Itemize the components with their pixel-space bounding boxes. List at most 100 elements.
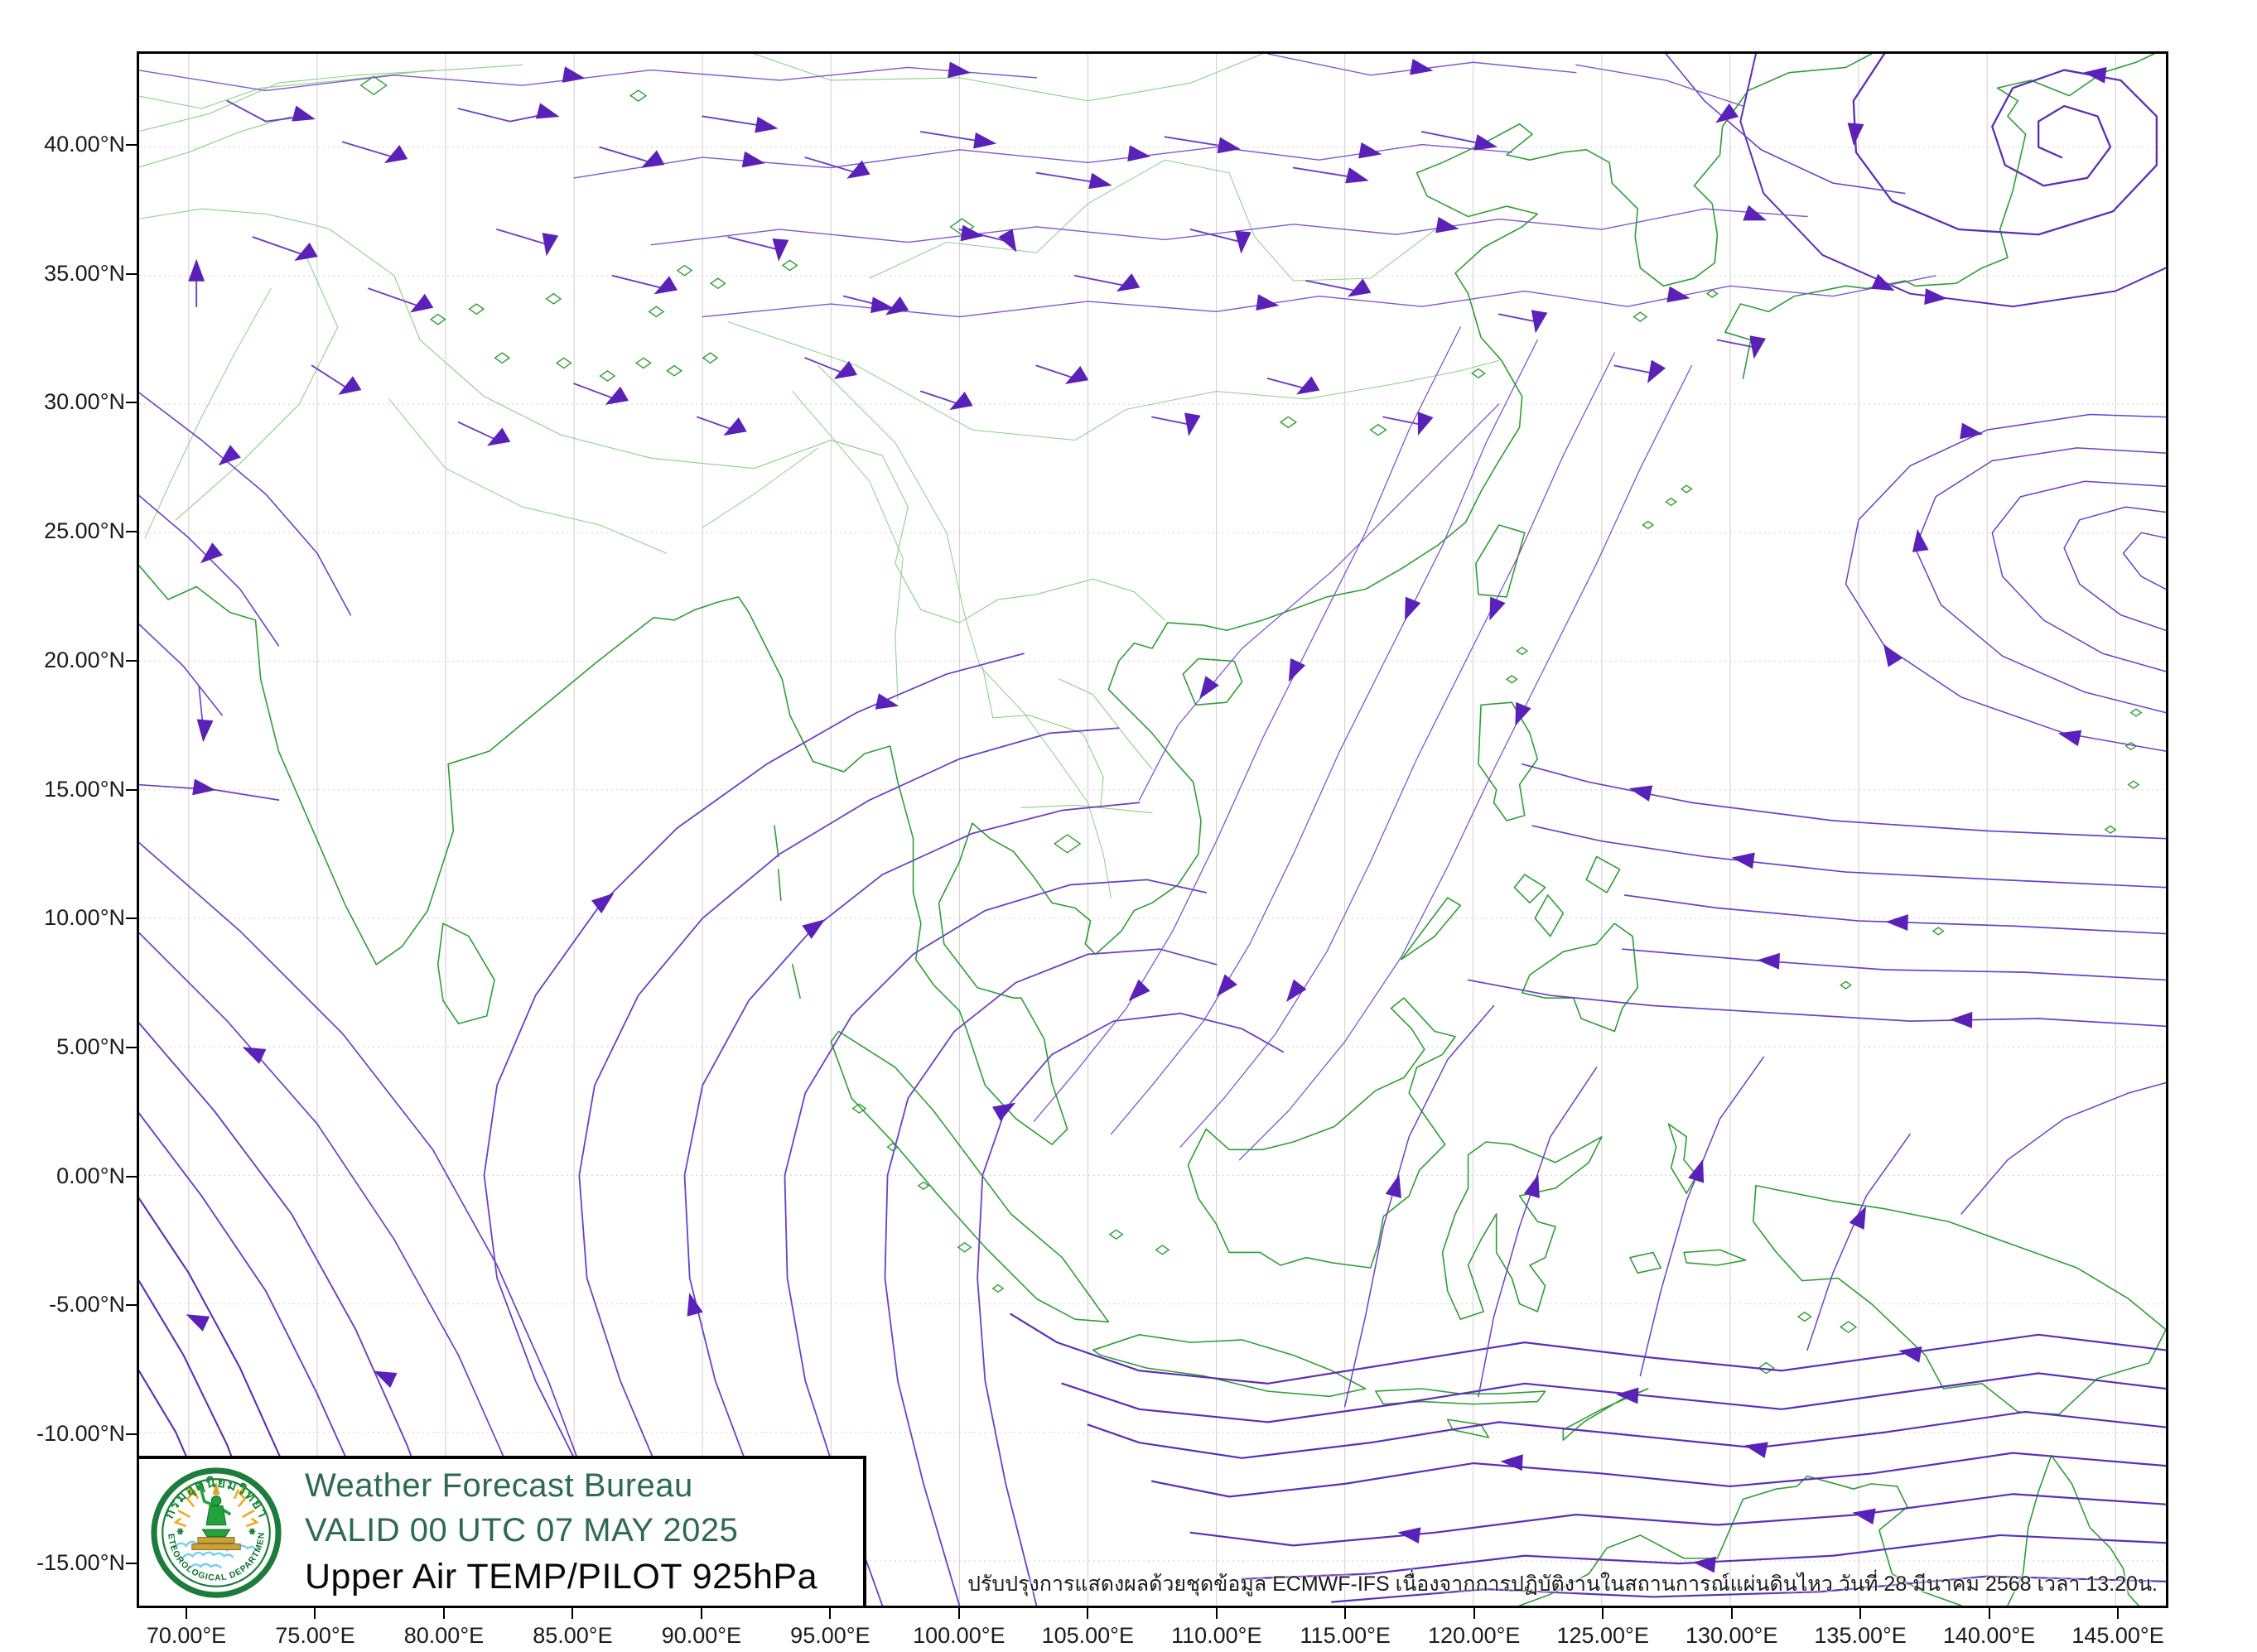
streamline (1332, 1577, 2166, 1602)
lat-tick-mark (126, 272, 137, 275)
river-line (728, 322, 1499, 441)
streamline (1191, 229, 1242, 243)
wind-arrow-icon (1217, 137, 1241, 154)
coastline (1725, 54, 2154, 378)
streamline (459, 422, 498, 441)
wind-arrow-icon (1397, 1527, 1421, 1544)
wind-arrow-icon (1749, 335, 1766, 359)
island-outline (1586, 856, 1619, 892)
lat-tick-mark (126, 1175, 137, 1178)
wind-arrow-icon (242, 1047, 267, 1064)
streamline (1111, 340, 1537, 1134)
wind-arrow-icon (605, 386, 629, 405)
small-island (667, 366, 681, 376)
streamline (497, 229, 548, 245)
lat-tick-label: 35.00°N (44, 260, 125, 286)
small-island (1840, 981, 1850, 989)
streamline (1478, 1067, 1597, 1396)
wind-arrow-icon (1628, 785, 1653, 802)
country-border (139, 65, 523, 132)
lon-tick-mark (571, 1608, 574, 1619)
wind-arrow-icon (1693, 1556, 1716, 1573)
valid-time: VALID 00 UTC 07 MAY 2025 (305, 1512, 739, 1548)
wind-arrow-icon (188, 258, 205, 282)
small-island (1666, 498, 1676, 506)
streamline (685, 802, 1140, 1606)
streamline (1522, 764, 2166, 839)
wind-arrow-icon (1898, 1346, 1922, 1363)
wind-arrow-icon (1116, 273, 1141, 292)
island-outline (1376, 1389, 1546, 1404)
country-border (1059, 679, 1152, 769)
lon-tick-mark (700, 1608, 702, 1619)
lat-tick-label: 10.00°N (44, 905, 125, 931)
wind-arrow-icon (1199, 676, 1219, 700)
lon-tick-label: 75.00°E (275, 1623, 355, 1648)
small-island (636, 358, 650, 368)
lat-tick-mark (126, 1433, 137, 1436)
wind-arrow-icon (1489, 596, 1506, 621)
island-outline (1443, 1137, 1602, 1319)
small-island (630, 90, 646, 101)
logo-rays (173, 1484, 259, 1527)
streamline (227, 101, 304, 122)
wind-arrow-icon (1288, 657, 1306, 682)
country-border (139, 209, 330, 229)
small-island (951, 219, 974, 235)
small-island (495, 353, 509, 363)
streamline (1992, 481, 2166, 672)
lon-tick-label: 85.00°E (533, 1623, 613, 1648)
island-outline (1448, 1419, 1489, 1438)
streamline (697, 417, 733, 431)
wind-arrow-icon (1473, 134, 1497, 151)
streamline (1036, 173, 1101, 183)
wind-arrow-icon (200, 542, 224, 564)
small-island (958, 1243, 972, 1252)
lat-tick-mark (126, 1304, 137, 1307)
coastline (1520, 1476, 1962, 1606)
wind-arrow-icon (1885, 914, 1908, 931)
lon-tick-label: 110.00°E (1171, 1623, 1262, 1648)
lat-tick-mark (126, 531, 137, 533)
streamline (613, 276, 664, 289)
wind-arrow-icon (1744, 1442, 1768, 1458)
streamline (805, 157, 856, 173)
wind-arrow-icon (948, 61, 972, 79)
wind-arrow-icon (2057, 730, 2082, 747)
river-line (145, 288, 271, 537)
streamline (139, 494, 278, 646)
streamline (139, 67, 1036, 90)
streamline (1242, 1535, 2166, 1579)
wind-arrow-icon (1523, 1174, 1540, 1199)
island-outline (1630, 1252, 1661, 1273)
wind-arrow-icon (960, 224, 984, 242)
island-outline (1753, 1186, 2166, 1414)
wind-arrow-icon (562, 66, 586, 83)
island-outline (1514, 874, 1545, 903)
wind-arrow-icon (1960, 422, 1984, 440)
small-island (1110, 1230, 1123, 1239)
wind-arrow-icon (1064, 365, 1089, 385)
wind-arrow-icon (991, 1102, 1016, 1121)
lat-tick-mark (126, 1046, 137, 1048)
lat-tick-label: -5.00°N (49, 1292, 125, 1317)
small-island (1798, 1312, 1811, 1322)
wind-arrow-icon (1849, 1206, 1867, 1231)
streamline (2064, 507, 2166, 630)
island-outline (1563, 1389, 1647, 1440)
lon-tick-mark (1344, 1608, 1347, 1619)
streamline (1961, 1083, 2166, 1214)
lon-tick-mark (1215, 1608, 1218, 1619)
streamline (1036, 366, 1075, 379)
lat-tick-label: 40.00°N (44, 132, 125, 157)
lon-tick-label: 120.00°E (1428, 1623, 1521, 1648)
streamline (1576, 65, 1743, 106)
wind-arrow-icon (1847, 123, 1864, 147)
wind-arrow-icon (373, 1370, 398, 1388)
streamline (1854, 54, 2157, 234)
wind-arrow-icon (1088, 172, 1112, 190)
wind-arrow-icon (186, 1314, 210, 1332)
small-island (431, 315, 445, 325)
legend-text-block: Weather Forecast Bureau VALID 00 UTC 07 … (305, 1467, 817, 1597)
wind-arrow-icon (973, 132, 997, 149)
